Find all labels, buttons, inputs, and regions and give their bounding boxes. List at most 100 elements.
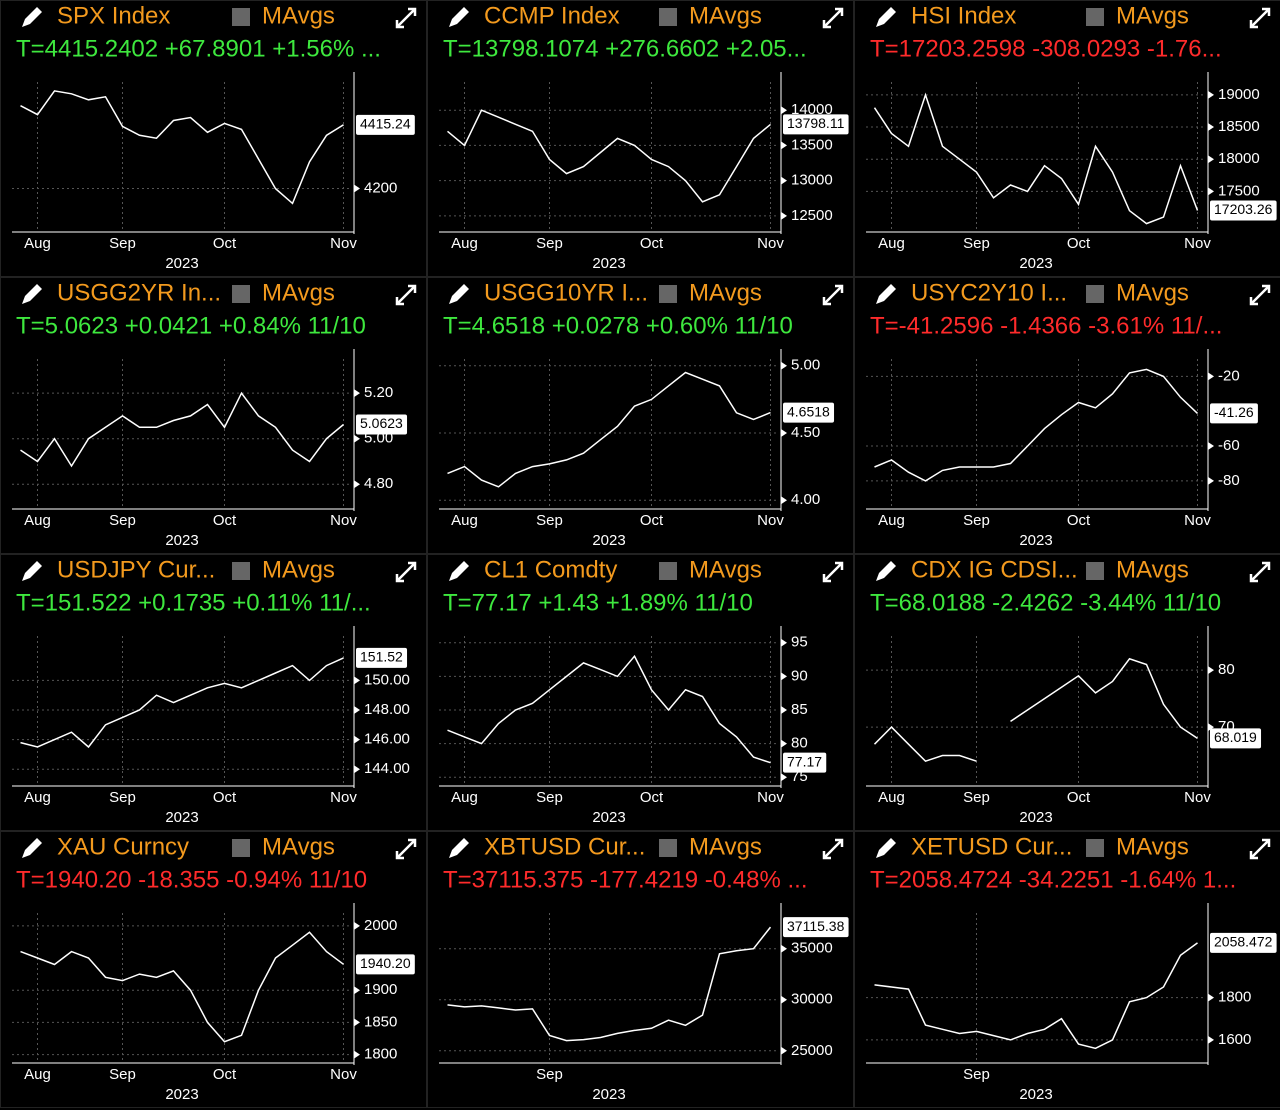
year-label: 2023 — [1019, 255, 1052, 272]
pencil-icon[interactable] — [449, 561, 469, 581]
tick-mark — [354, 735, 360, 744]
last-price-box — [1210, 403, 1258, 424]
x-tick-label: Nov — [757, 789, 784, 806]
pencil-icon[interactable] — [876, 7, 896, 27]
x-tick-label: Sep — [109, 235, 136, 252]
x-tick-label: Nov — [1184, 789, 1211, 806]
expand-icon[interactable] — [822, 561, 844, 583]
price-line — [874, 942, 1198, 1050]
price-line — [20, 391, 344, 468]
pencil-icon[interactable] — [449, 838, 469, 858]
y-tick-label: 13000 — [791, 172, 833, 189]
expand-icon[interactable] — [395, 838, 417, 860]
mavgs-checkbox[interactable] — [659, 839, 677, 857]
mavgs-checkbox[interactable] — [232, 839, 250, 857]
x-tick-label: Nov — [1184, 512, 1211, 529]
year-label: 2023 — [165, 1086, 198, 1103]
expand-icon[interactable] — [395, 561, 417, 583]
chart-panel: USGG2YR In... MAvgs T=5.0623 +0.0421 +0.84… — [0, 277, 427, 554]
expand-icon[interactable] — [1249, 7, 1271, 29]
mavgs-checkbox[interactable] — [659, 285, 677, 303]
tick-mark — [1208, 90, 1214, 99]
x-tick-label: Nov — [330, 512, 357, 529]
price-line — [447, 109, 771, 203]
mavgs-checkbox[interactable] — [1086, 285, 1104, 303]
mavgs-label: MAvgs — [1116, 279, 1189, 306]
ticker: SPX Index — [57, 2, 170, 29]
ticker: CCMP Index — [484, 2, 620, 29]
chart-panel: HSI Index MAvgs T=17203.2598 -308.0293 -1.… — [854, 0, 1280, 277]
expand-icon[interactable] — [822, 7, 844, 29]
expand-icon[interactable] — [1249, 561, 1271, 583]
x-tick-label: Nov — [757, 512, 784, 529]
tick-mark — [1208, 187, 1214, 196]
expand-icon[interactable] — [395, 7, 417, 29]
last-price-label: 5.0623 — [360, 415, 403, 431]
last-price-label: 37115.38 — [787, 918, 845, 934]
tick-mark — [1208, 1035, 1214, 1044]
x-tick-label: Aug — [24, 789, 51, 806]
price-line — [20, 90, 344, 205]
x-tick-label: Aug — [24, 235, 51, 252]
tick-mark — [354, 184, 360, 193]
last-price-label: 17203.26 — [1214, 201, 1273, 217]
last-price-box — [1210, 728, 1262, 749]
y-tick-label: 18000 — [1218, 150, 1260, 167]
expand-icon[interactable] — [1249, 838, 1271, 860]
expand-icon[interactable] — [822, 838, 844, 860]
last-price-label: -41.26 — [1214, 404, 1254, 420]
year-label: 2023 — [1019, 809, 1052, 826]
pencil-icon[interactable] — [22, 284, 42, 304]
y-tick-label: 17500 — [1218, 182, 1260, 199]
expand-icon[interactable] — [1249, 284, 1271, 306]
chart-panel: SPX Index MAvgs T=4415.2402 +67.8901 +1.56… — [0, 0, 427, 277]
tick-mark — [354, 765, 360, 774]
expand-icon[interactable] — [395, 284, 417, 306]
x-tick-label: Sep — [963, 1066, 990, 1083]
pencil-icon[interactable] — [876, 561, 896, 581]
mavgs-checkbox[interactable] — [232, 562, 250, 580]
x-tick-label: Aug — [24, 1066, 51, 1083]
expand-icon[interactable] — [822, 284, 844, 306]
pencil-icon[interactable] — [876, 838, 896, 858]
tick-mark — [781, 773, 787, 782]
last-price-box — [356, 954, 415, 975]
mavgs-label: MAvgs — [1116, 556, 1189, 583]
pencil-icon[interactable] — [22, 838, 42, 858]
mavgs-checkbox[interactable] — [659, 562, 677, 580]
tick-mark — [354, 676, 360, 685]
mavgs-checkbox[interactable] — [659, 8, 677, 26]
x-tick-label: Oct — [1067, 789, 1091, 806]
x-tick-label: Sep — [109, 512, 136, 529]
mavgs-checkbox[interactable] — [232, 285, 250, 303]
pencil-icon[interactable] — [449, 284, 469, 304]
x-tick-label: Sep — [963, 235, 990, 252]
y-tick-label: 90 — [791, 667, 808, 684]
y-tick-label: 95 — [791, 634, 808, 651]
chart-panel: XAU Curncy MAvgs T=1940.20 -18.355 -0.94% … — [0, 831, 427, 1108]
mavgs-checkbox[interactable] — [1086, 562, 1104, 580]
x-tick-label: Oct — [640, 512, 664, 529]
tick-mark — [781, 739, 787, 748]
last-price-label: 77.17 — [787, 753, 822, 769]
pencil-icon[interactable] — [449, 7, 469, 27]
panel-border — [854, 0, 1280, 277]
mavgs-checkbox[interactable] — [1086, 839, 1104, 857]
mavgs-label: MAvgs — [262, 833, 335, 860]
x-tick-label: Aug — [878, 512, 905, 529]
tick-mark — [781, 429, 787, 437]
y-tick-label: -80 — [1218, 472, 1240, 489]
x-tick-label: Oct — [640, 235, 664, 252]
tick-mark — [781, 106, 787, 115]
pencil-icon[interactable] — [22, 7, 42, 27]
panel-border — [0, 0, 427, 277]
mavgs-checkbox[interactable] — [1086, 8, 1104, 26]
quote-line: T=4415.2402 +67.8901 +1.56% ... — [16, 35, 381, 62]
pencil-icon[interactable] — [22, 561, 42, 581]
tick-mark — [354, 1018, 360, 1027]
panel-border — [0, 277, 427, 554]
pencil-icon[interactable] — [876, 284, 896, 304]
mavgs-checkbox[interactable] — [232, 8, 250, 26]
last-price-box — [356, 114, 415, 135]
